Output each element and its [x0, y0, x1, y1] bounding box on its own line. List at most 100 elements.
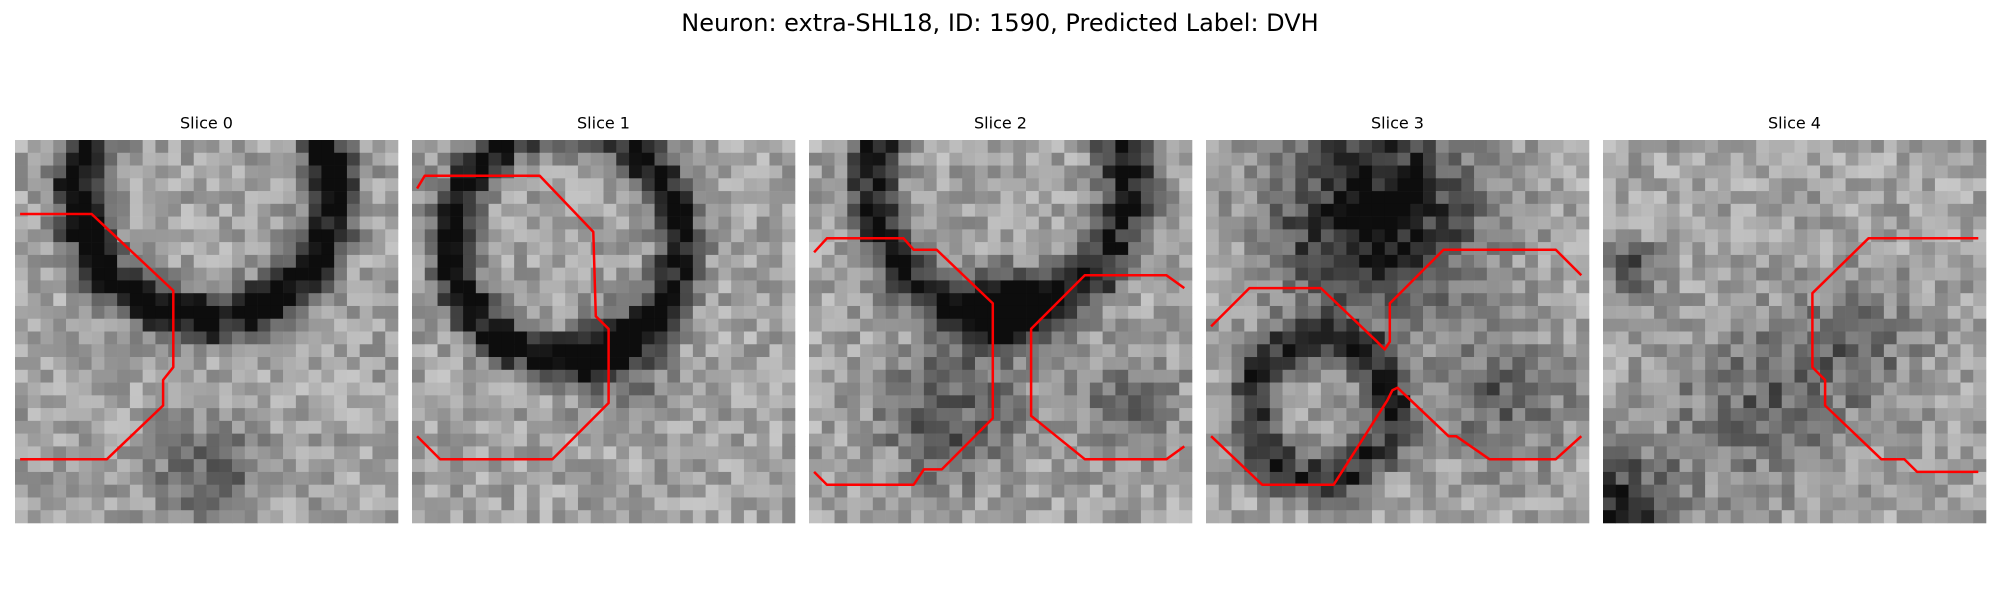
pixel — [1102, 395, 1116, 409]
pixel — [834, 293, 848, 307]
pixel — [731, 446, 745, 460]
pixel — [962, 254, 976, 268]
pixel — [1115, 446, 1129, 460]
pixel — [1807, 178, 1821, 192]
panel-title: Slice 1 — [577, 114, 630, 133]
pixel — [1461, 305, 1475, 320]
pixel — [488, 459, 502, 473]
pixel — [1730, 305, 1744, 320]
pixel — [1115, 395, 1129, 409]
pixel — [718, 216, 732, 230]
pixel — [603, 216, 617, 230]
pixel — [1051, 305, 1065, 320]
pixel — [629, 331, 643, 345]
pixel — [1077, 471, 1091, 485]
pixel — [1705, 242, 1719, 256]
pixel — [885, 203, 899, 217]
pixel — [1934, 369, 1948, 383]
pixel — [1474, 178, 1488, 192]
pixel — [885, 369, 899, 383]
pixel — [1537, 510, 1551, 524]
pixel — [1179, 395, 1193, 409]
pixel — [1717, 395, 1731, 409]
pixel — [219, 305, 233, 320]
pixel — [1295, 497, 1309, 511]
pixel — [834, 446, 848, 460]
pixel — [1628, 216, 1642, 230]
pixel — [104, 165, 118, 179]
pixel — [1679, 254, 1693, 268]
pixel — [1410, 293, 1424, 307]
pixel — [219, 140, 233, 154]
pixel — [1909, 420, 1923, 434]
pixel — [308, 254, 322, 268]
pixel — [1666, 267, 1680, 281]
pixel — [1474, 420, 1488, 434]
pixel — [283, 267, 297, 281]
pixel — [168, 305, 182, 320]
pixel — [1807, 344, 1821, 358]
pixel — [1000, 420, 1014, 434]
pixel — [1359, 165, 1373, 179]
pixel — [705, 191, 719, 205]
pixel — [1423, 267, 1437, 281]
pixel — [244, 420, 258, 434]
pixel — [244, 344, 258, 358]
pixel — [1308, 357, 1322, 371]
pixel — [295, 510, 309, 524]
pixel — [1705, 152, 1719, 166]
pixel — [860, 229, 874, 243]
pixel — [603, 254, 617, 268]
pixel — [1128, 305, 1142, 320]
pixel — [1077, 191, 1091, 205]
pixel — [680, 318, 694, 332]
pixel — [756, 178, 770, 192]
pixel — [1845, 459, 1859, 473]
pixel — [91, 497, 105, 511]
pixel — [501, 446, 515, 460]
pixel — [372, 267, 386, 281]
pixel — [731, 344, 745, 358]
pixel — [1781, 318, 1795, 332]
pixel — [552, 267, 566, 281]
pixel — [232, 305, 246, 320]
pixel — [257, 254, 271, 268]
pixel — [1705, 484, 1719, 498]
pixel — [769, 165, 783, 179]
pixel — [987, 203, 1001, 217]
pixel — [641, 280, 655, 294]
pixel — [155, 242, 169, 256]
pixel — [1026, 497, 1040, 511]
pixel — [1768, 433, 1783, 447]
pixel — [1179, 203, 1193, 217]
pixel — [27, 293, 41, 307]
pixel — [1909, 446, 1923, 460]
pixel — [898, 216, 912, 230]
pixel — [1896, 191, 1910, 205]
pixel — [1282, 203, 1296, 217]
pixel — [1115, 484, 1129, 498]
pixel — [1883, 357, 1897, 371]
pixel — [1461, 165, 1475, 179]
pixel — [1102, 152, 1116, 166]
pixel — [1026, 293, 1040, 307]
pixel — [565, 229, 579, 243]
pixel — [437, 459, 451, 473]
pixel — [1743, 331, 1757, 345]
pixel — [232, 420, 246, 434]
pixel — [680, 357, 694, 371]
pixel — [898, 203, 912, 217]
pixel — [1231, 395, 1245, 409]
pixel — [834, 420, 848, 434]
pixel — [987, 305, 1001, 320]
pixel — [1922, 331, 1936, 345]
pixel — [308, 305, 322, 320]
pixel — [1845, 484, 1859, 498]
pixel — [283, 497, 297, 511]
pixel — [718, 242, 732, 256]
pixel — [911, 344, 925, 358]
pixel — [1026, 471, 1040, 485]
pixel — [1128, 408, 1142, 422]
pixel — [206, 140, 220, 154]
pixel — [987, 382, 1001, 396]
